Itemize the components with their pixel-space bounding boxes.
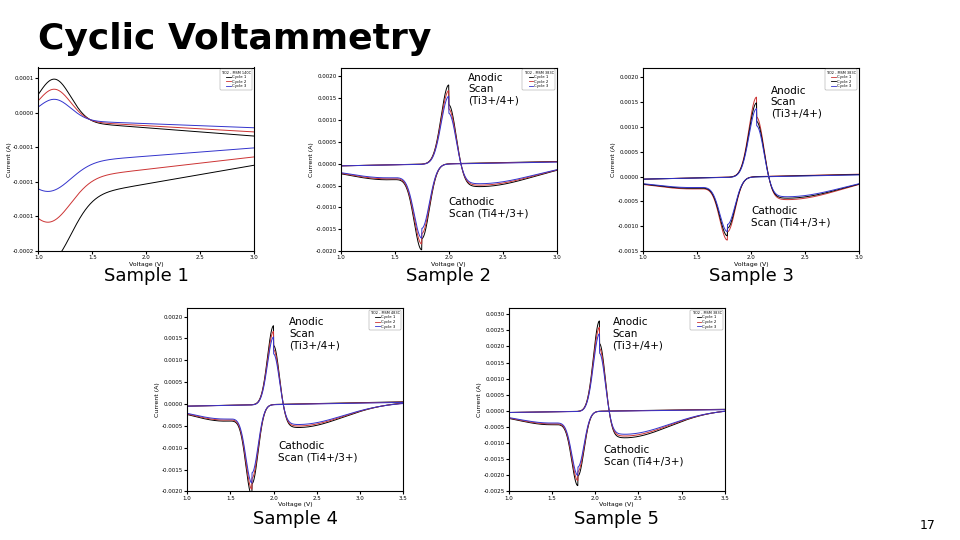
X-axis label: Voltage (V): Voltage (V) xyxy=(431,262,467,267)
X-axis label: Voltage (V): Voltage (V) xyxy=(599,502,635,507)
X-axis label: Voltage (V): Voltage (V) xyxy=(733,262,769,267)
Text: Sample 1: Sample 1 xyxy=(104,267,189,285)
Text: Cathodic
Scan (Ti4+/3+): Cathodic Scan (Ti4+/3+) xyxy=(752,206,830,227)
X-axis label: Voltage (V): Voltage (V) xyxy=(277,502,313,507)
Legend: Cycle 1, Cycle 2, Cycle 3: Cycle 1, Cycle 2, Cycle 3 xyxy=(825,70,857,90)
Text: Anodic
Scan
(Ti3+/4+): Anodic Scan (Ti3+/4+) xyxy=(468,73,519,106)
Y-axis label: Current (A): Current (A) xyxy=(7,142,12,177)
Y-axis label: Current (A): Current (A) xyxy=(477,382,482,417)
Text: Anodic
Scan
(Ti3+/4+): Anodic Scan (Ti3+/4+) xyxy=(771,86,822,119)
Text: Cyclic Voltammetry: Cyclic Voltammetry xyxy=(38,22,432,56)
Text: Sample 3: Sample 3 xyxy=(708,267,794,285)
Text: Anodic
Scan
(Ti3+/4+): Anodic Scan (Ti3+/4+) xyxy=(612,317,663,350)
X-axis label: Voltage (V): Voltage (V) xyxy=(129,262,164,267)
Text: Sample 2: Sample 2 xyxy=(406,267,492,285)
Text: Cathodic
Scan (Ti4+/3+): Cathodic Scan (Ti4+/3+) xyxy=(604,445,684,467)
Text: Cathodic
Scan (Ti4+/3+): Cathodic Scan (Ti4+/3+) xyxy=(278,441,357,463)
Text: Cathodic
Scan (Ti4+/3+): Cathodic Scan (Ti4+/3+) xyxy=(448,197,528,218)
Y-axis label: Current (A): Current (A) xyxy=(309,142,314,177)
Text: Sample 4: Sample 4 xyxy=(252,510,338,528)
Legend: Cycle 1, Cycle 2, Cycle 3: Cycle 1, Cycle 2, Cycle 3 xyxy=(522,70,555,90)
Text: 17: 17 xyxy=(920,519,936,532)
Y-axis label: Current (A): Current (A) xyxy=(612,142,616,177)
Legend: Cycle 1, Cycle 2, Cycle 3: Cycle 1, Cycle 2, Cycle 3 xyxy=(220,70,252,90)
Y-axis label: Current (A): Current (A) xyxy=(156,382,160,417)
Legend: Cycle 1, Cycle 2, Cycle 3: Cycle 1, Cycle 2, Cycle 3 xyxy=(690,310,723,330)
Text: Anodic
Scan
(Ti3+/4+): Anodic Scan (Ti3+/4+) xyxy=(289,318,340,350)
Text: Sample 5: Sample 5 xyxy=(574,510,660,528)
Legend: Cycle 1, Cycle 2, Cycle 3: Cycle 1, Cycle 2, Cycle 3 xyxy=(369,310,401,330)
